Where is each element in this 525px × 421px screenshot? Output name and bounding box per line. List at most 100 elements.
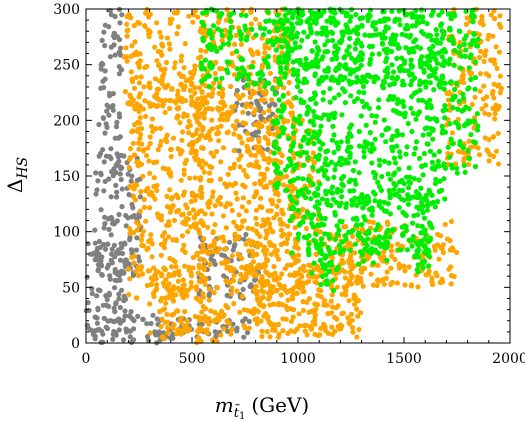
data-point (344, 282, 350, 288)
data-point (209, 91, 216, 97)
data-point (247, 94, 253, 100)
data-point (241, 236, 247, 242)
data-point (377, 199, 383, 205)
data-point (384, 55, 390, 62)
data-point (386, 125, 392, 132)
data-point (460, 95, 467, 101)
data-point (274, 253, 280, 259)
data-point (164, 311, 170, 317)
data-point (304, 209, 311, 216)
data-point (485, 36, 491, 42)
data-point (233, 190, 239, 196)
data-point (355, 280, 361, 286)
data-point (369, 160, 375, 166)
data-point (219, 252, 225, 258)
data-point (393, 182, 399, 188)
data-point (392, 191, 398, 198)
data-point (411, 176, 417, 182)
data-point (190, 254, 196, 261)
data-point (291, 177, 297, 183)
data-point (201, 236, 207, 242)
data-point (483, 102, 489, 108)
data-point (123, 45, 129, 51)
data-point (253, 16, 259, 22)
data-point (434, 32, 440, 38)
data-point (147, 170, 153, 176)
data-point (154, 20, 160, 26)
data-point (288, 262, 294, 268)
data-point (396, 45, 402, 51)
data-point (343, 233, 349, 239)
data-point (493, 107, 499, 113)
data-point (193, 284, 199, 290)
data-point (153, 276, 159, 282)
data-point (150, 128, 156, 135)
data-point (305, 131, 312, 137)
data-point (215, 130, 221, 136)
data-point (406, 237, 412, 243)
data-point (262, 134, 268, 140)
data-point (301, 214, 307, 220)
data-point (220, 213, 226, 219)
data-point (320, 141, 326, 147)
data-point (236, 212, 242, 218)
data-point (108, 146, 114, 152)
data-point (297, 88, 304, 94)
data-point (281, 231, 287, 238)
data-point (429, 279, 435, 285)
data-point (429, 275, 435, 281)
data-point (279, 301, 285, 308)
data-point (240, 218, 246, 224)
data-point (236, 133, 242, 139)
data-point (243, 231, 249, 238)
data-point (317, 128, 323, 134)
data-point (456, 43, 463, 50)
data-point (94, 320, 100, 326)
data-point (219, 75, 225, 81)
data-point (399, 31, 405, 37)
data-point (187, 87, 193, 94)
data-point (317, 181, 323, 187)
data-point (186, 267, 192, 273)
data-point (469, 14, 475, 20)
data-point (389, 62, 395, 68)
data-point (408, 82, 414, 88)
data-point (128, 94, 134, 100)
data-point (100, 115, 107, 121)
data-point (465, 86, 471, 92)
data-point (243, 37, 250, 43)
data-point (428, 102, 434, 108)
data-point (266, 103, 272, 109)
data-point (94, 245, 100, 252)
data-point (236, 156, 242, 162)
data-point (406, 264, 412, 270)
data-point (466, 138, 472, 144)
data-point (197, 105, 203, 111)
data-point (410, 110, 416, 116)
data-point (241, 307, 247, 313)
data-point (367, 147, 373, 153)
data-point (272, 91, 278, 97)
data-point (366, 219, 372, 225)
data-point (404, 11, 410, 17)
data-point (164, 204, 171, 210)
data-point (401, 197, 407, 203)
data-point (135, 19, 141, 26)
data-point (263, 88, 269, 94)
data-point (447, 80, 453, 86)
data-point (318, 123, 324, 129)
data-point (265, 54, 271, 60)
data-point (474, 111, 480, 117)
data-point (333, 305, 339, 311)
data-point (112, 219, 118, 225)
data-point (125, 215, 131, 221)
data-point (358, 310, 364, 316)
data-point (496, 161, 502, 167)
data-point (214, 285, 220, 291)
data-point (471, 31, 477, 37)
data-point (171, 65, 177, 71)
data-point (254, 98, 260, 104)
data-point (222, 260, 229, 266)
data-point (341, 224, 347, 230)
data-point (313, 231, 319, 237)
